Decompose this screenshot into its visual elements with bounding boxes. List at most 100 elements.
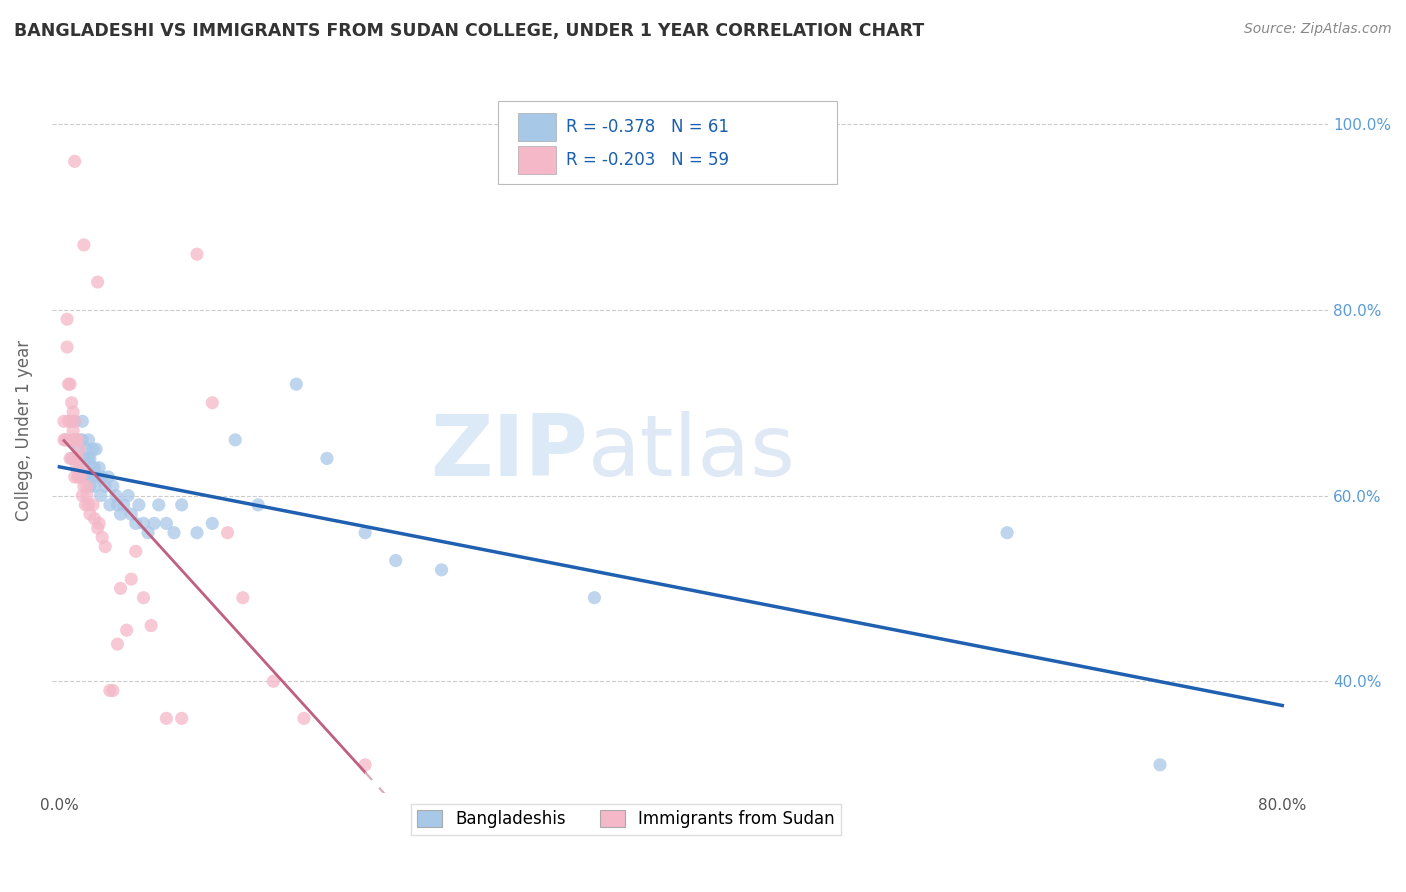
Point <box>101 683 124 698</box>
Point <box>62 451 84 466</box>
Point <box>125 544 148 558</box>
Point <box>117 489 139 503</box>
Point <box>63 470 86 484</box>
Point <box>72 433 94 447</box>
Point <box>77 498 100 512</box>
Text: atlas: atlas <box>588 411 796 494</box>
Point <box>79 479 101 493</box>
Point <box>82 442 104 457</box>
Point <box>55 433 77 447</box>
Point <box>58 414 80 428</box>
Point <box>69 470 91 484</box>
Point <box>125 516 148 531</box>
Point <box>136 525 159 540</box>
FancyBboxPatch shape <box>517 113 555 141</box>
Point <box>83 512 105 526</box>
Point <box>53 414 76 428</box>
Text: R = -0.203   N = 59: R = -0.203 N = 59 <box>567 151 730 169</box>
Point <box>90 489 112 503</box>
Text: BANGLADESHI VS IMMIGRANTS FROM SUDAN COLLEGE, UNDER 1 YEAR CORRELATION CHART: BANGLADESHI VS IMMIGRANTS FROM SUDAN COL… <box>14 22 924 40</box>
FancyBboxPatch shape <box>499 101 837 185</box>
Point <box>53 433 76 447</box>
Point <box>72 460 94 475</box>
Point <box>75 451 97 466</box>
Point <box>201 516 224 531</box>
Point <box>63 433 86 447</box>
Point <box>98 498 121 512</box>
Point <box>262 674 284 689</box>
Point <box>63 414 86 428</box>
Point <box>292 711 315 725</box>
Point <box>170 711 193 725</box>
Point <box>56 433 79 447</box>
Point <box>384 553 406 567</box>
Point <box>66 451 89 466</box>
Point <box>224 433 246 447</box>
Point <box>86 275 108 289</box>
Point <box>86 470 108 484</box>
Point <box>66 451 89 466</box>
Point <box>66 442 89 457</box>
Point <box>79 507 101 521</box>
Point <box>139 618 162 632</box>
Point <box>163 525 186 540</box>
Point <box>91 470 114 484</box>
Point <box>59 451 82 466</box>
Point <box>97 470 120 484</box>
Point <box>72 451 94 466</box>
Point <box>79 451 101 466</box>
Point <box>80 470 103 484</box>
Point <box>132 591 155 605</box>
Point <box>76 442 98 457</box>
Point <box>217 525 239 540</box>
Text: R = -0.378   N = 61: R = -0.378 N = 61 <box>567 118 730 136</box>
Point <box>101 479 124 493</box>
Point <box>115 623 138 637</box>
Point <box>65 433 87 447</box>
Point <box>110 507 132 521</box>
Point <box>63 433 86 447</box>
Point <box>148 498 170 512</box>
Point <box>186 525 208 540</box>
Point <box>83 479 105 493</box>
Point <box>247 498 270 512</box>
Point <box>72 470 94 484</box>
Point <box>63 154 86 169</box>
Point <box>107 637 129 651</box>
Point <box>67 442 90 457</box>
Point <box>120 572 142 586</box>
Point <box>62 424 84 438</box>
Point <box>77 451 100 466</box>
Point <box>72 489 94 503</box>
Point <box>56 340 79 354</box>
Text: Source: ZipAtlas.com: Source: ZipAtlas.com <box>1244 22 1392 37</box>
Point <box>60 395 83 409</box>
Point <box>143 516 166 531</box>
Point <box>67 460 90 475</box>
Point <box>62 405 84 419</box>
Point <box>58 377 80 392</box>
Point <box>94 479 117 493</box>
Point <box>186 247 208 261</box>
Point <box>67 470 90 484</box>
Point <box>76 489 98 503</box>
Point <box>170 498 193 512</box>
Point <box>128 498 150 512</box>
Point <box>73 479 96 493</box>
Point <box>56 312 79 326</box>
Point <box>132 516 155 531</box>
Point <box>60 433 83 447</box>
Point <box>1149 757 1171 772</box>
Point <box>94 540 117 554</box>
Point <box>995 525 1018 540</box>
Point <box>110 582 132 596</box>
Y-axis label: College, Under 1 year: College, Under 1 year <box>15 340 32 521</box>
Text: ZIP: ZIP <box>430 411 588 494</box>
Point <box>83 460 105 475</box>
Point <box>60 451 83 466</box>
Point <box>76 470 98 484</box>
Point <box>72 414 94 428</box>
Point <box>107 498 129 512</box>
Point <box>67 433 90 447</box>
Point <box>104 489 127 503</box>
